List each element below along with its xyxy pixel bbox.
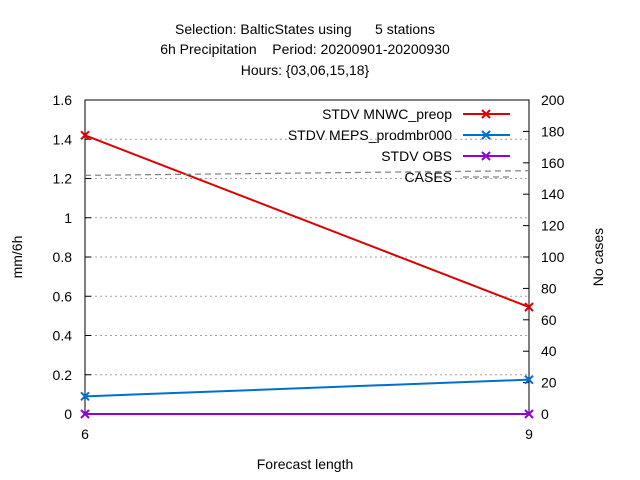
y2-tick-label: 100: [541, 249, 565, 265]
grid: [85, 138, 529, 376]
x-axis-label: Forecast length: [257, 456, 354, 472]
y2-tick-label: 180: [541, 123, 565, 139]
x-tick-label: 6: [81, 426, 89, 442]
y2-tick-label: 80: [541, 280, 557, 296]
y2-tick-label: 160: [541, 155, 565, 171]
series: [80, 130, 534, 419]
y-tick-label: 1.4: [53, 131, 73, 147]
legend-label: STDV MEPS_prodmbr000: [288, 127, 452, 143]
title-line-2: 6h Precipitation Period: 20200901-202009…: [160, 41, 450, 57]
data-point: [80, 130, 90, 141]
data-point: [524, 302, 534, 312]
legend-entry: STDV OBS: [381, 148, 510, 164]
y-tick-label: 1.6: [53, 92, 73, 108]
legend-marker: [481, 109, 491, 119]
chart-title: Selection: BalticStates using 5 stations…: [160, 21, 450, 78]
y2-tick-label: 140: [541, 186, 565, 202]
series-line-4: [84, 170, 530, 176]
series-line-1: [84, 134, 530, 308]
legend-marker: [481, 130, 491, 140]
y2-tick-label: 120: [541, 218, 565, 234]
title-line-1: Selection: BalticStates using 5 stations: [175, 21, 435, 37]
y2-tick-label: 40: [541, 343, 557, 359]
title-line-3: Hours: {03,06,15,18}: [241, 62, 370, 78]
legend-marker: [481, 151, 491, 161]
y-tick-label: 0: [64, 406, 72, 422]
legend-entry: STDV MNWC_preop: [322, 106, 510, 122]
y2-tick-label: 200: [541, 92, 565, 108]
x-tick-label: 9: [525, 426, 533, 442]
y-tick-label: 1.2: [53, 171, 73, 187]
y-axis-label: mm/6h: [9, 236, 25, 279]
data-point: [524, 374, 534, 385]
legend-entry: STDV MEPS_prodmbr000: [288, 127, 510, 143]
y2-tick-label: 60: [541, 312, 557, 328]
y2-tick-label: 20: [541, 375, 557, 391]
y2-axis-label: No cases: [590, 228, 606, 286]
y-tick-label: 0.6: [53, 288, 73, 304]
y-tick-label: 0.8: [53, 249, 73, 265]
y2-tick-label: 0: [541, 406, 549, 422]
data-point: [524, 409, 534, 419]
y-tick-label: 0.2: [53, 367, 73, 383]
legend-label: STDV MNWC_preop: [322, 106, 452, 122]
data-point: [80, 391, 90, 402]
series-line-2: [84, 378, 530, 398]
legend: STDV MNWC_preop STDV MEPS_prodmbr000 STDV …: [288, 106, 510, 185]
y-tick-label: 0.4: [53, 328, 73, 344]
legend-label: STDV OBS: [381, 148, 452, 164]
y-tick-label: 1: [64, 210, 72, 226]
legend-label: CASES: [405, 169, 452, 185]
legend-entry: CASES: [405, 169, 510, 185]
data-point: [80, 409, 90, 419]
axes: 0 0.2 0.4 0.6 0.8 1 1.2 1.4 1.6 0 20 40 60 80 100 120 14…: [53, 92, 565, 442]
